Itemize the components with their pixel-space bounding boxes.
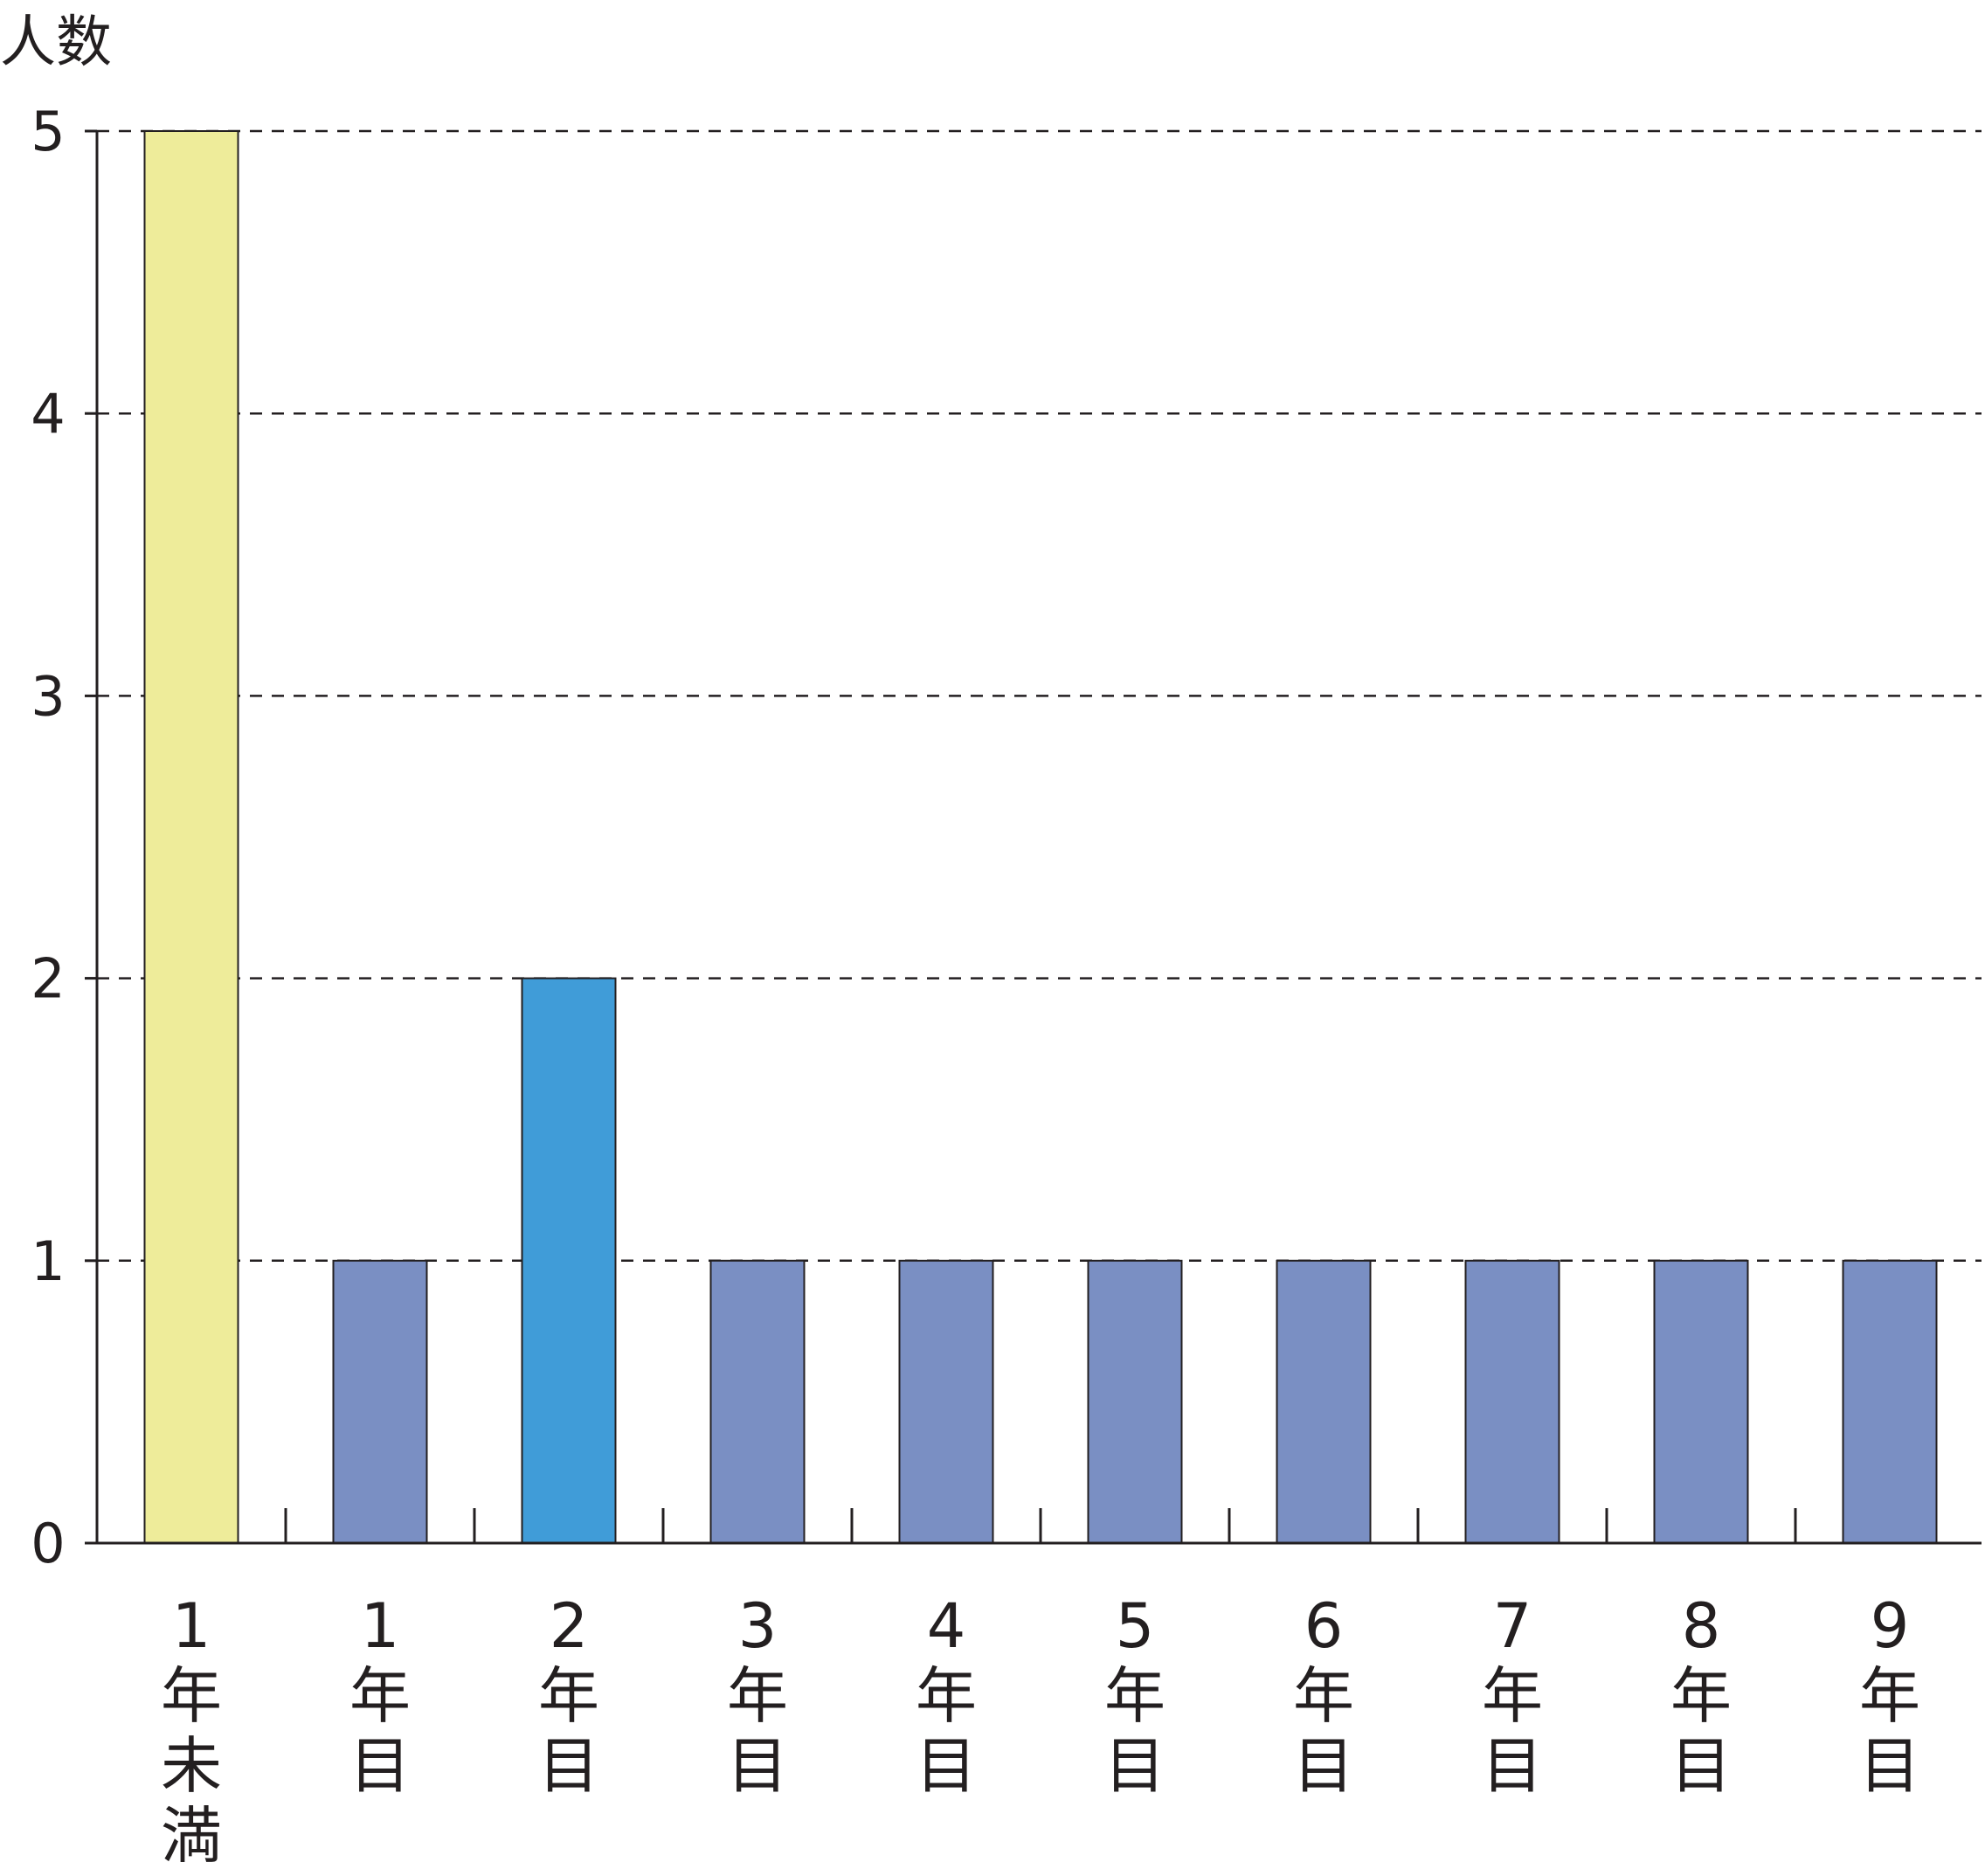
x-category-label-1: 1年目 — [349, 1590, 411, 1802]
x-category-char: 目 — [1104, 1730, 1165, 1802]
bar-1 — [332, 1259, 428, 1545]
x-category-char: 年 — [1104, 1660, 1165, 1732]
bar-8 — [1653, 1259, 1749, 1545]
x-category-label-3: 3年目 — [727, 1590, 788, 1802]
x-category-char: 目 — [1859, 1730, 1920, 1802]
bar-4 — [898, 1259, 994, 1545]
x-category-char: 4 — [927, 1590, 966, 1662]
x-category-char: 年 — [1670, 1660, 1732, 1732]
bar-7 — [1464, 1259, 1560, 1545]
x-category-char: 目 — [538, 1730, 599, 1802]
x-category-char: 未 — [161, 1730, 222, 1802]
x-category-char: 年 — [1859, 1660, 1920, 1732]
bar-2 — [521, 977, 617, 1544]
x-category-label-8: 8年目 — [1670, 1590, 1732, 1802]
gridlines — [97, 129, 1982, 1263]
x-category-char: 目 — [1670, 1730, 1732, 1802]
x-category-char: 目 — [349, 1730, 411, 1802]
x-category-char: 7 — [1493, 1590, 1532, 1662]
y-tick-labels: 0 1 2 3 4 5 — [31, 100, 65, 1575]
y-tick-label-1: 1 — [31, 1229, 65, 1293]
x-category-char: 年 — [161, 1660, 222, 1732]
x-category-char: 目 — [727, 1730, 788, 1802]
x-category-char: 1 — [172, 1590, 211, 1662]
x-category-char: 目 — [1482, 1730, 1543, 1802]
x-category-label-2: 2年目 — [538, 1590, 599, 1802]
bar-5 — [1087, 1259, 1183, 1545]
x-category-label-5: 5年目 — [1104, 1590, 1165, 1802]
x-category-label-7: 7年目 — [1482, 1590, 1543, 1802]
x-category-char: 目 — [916, 1730, 977, 1802]
x-category-char: 満 — [161, 1800, 222, 1872]
y-tick-label-4: 4 — [31, 382, 65, 446]
x-category-char: 年 — [1293, 1660, 1354, 1732]
x-category-label-6: 6年目 — [1293, 1590, 1354, 1802]
y-tick-label-2: 2 — [31, 947, 65, 1011]
x-category-label-4: 4年目 — [916, 1590, 977, 1802]
x-category-char: 8 — [1682, 1590, 1721, 1662]
bar-9 — [1842, 1259, 1938, 1545]
x-category-char: 9 — [1871, 1590, 1910, 1662]
y-tick-label-0: 0 — [31, 1512, 65, 1575]
x-category-char: 1 — [361, 1590, 400, 1662]
x-category-char: 年 — [727, 1660, 788, 1732]
y-tick-label-3: 3 — [31, 664, 65, 728]
bar-6 — [1276, 1259, 1372, 1545]
x-category-char: 6 — [1304, 1590, 1344, 1662]
bar-0 — [143, 130, 239, 1544]
x-category-label-9: 9年目 — [1859, 1590, 1920, 1802]
bar-3 — [709, 1259, 806, 1545]
x-category-char: 年 — [916, 1660, 977, 1732]
x-category-char: 年 — [1482, 1660, 1543, 1732]
x-category-char: 2 — [550, 1590, 589, 1662]
y-axis-title: 人数 — [0, 10, 112, 75]
x-category-char: 年 — [349, 1660, 411, 1732]
x-category-char: 5 — [1116, 1590, 1155, 1662]
x-category-char: 3 — [738, 1590, 778, 1662]
x-category-char: 年 — [538, 1660, 599, 1732]
y-tick-label-5: 5 — [31, 100, 65, 163]
axes — [85, 129, 1982, 1545]
x-category-char: 目 — [1293, 1730, 1354, 1802]
bars — [143, 130, 1938, 1545]
